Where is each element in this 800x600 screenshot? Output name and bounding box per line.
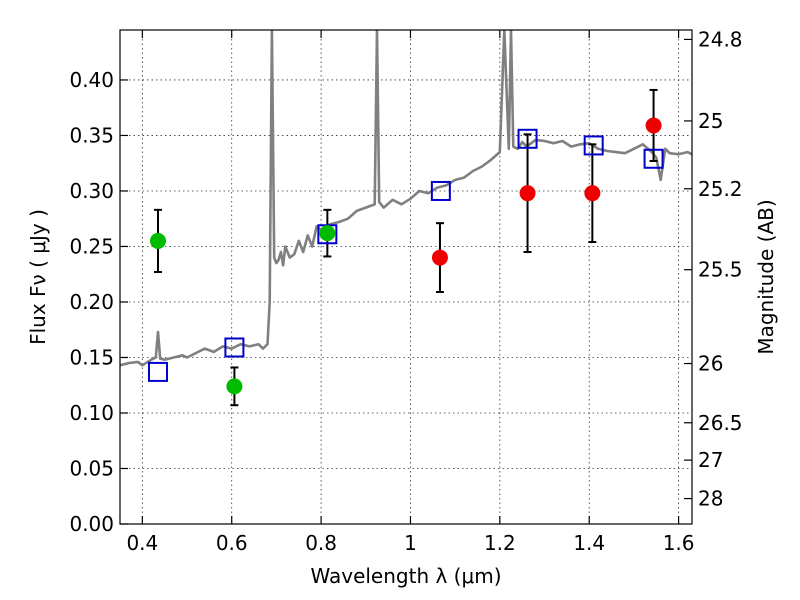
ticks-layer — [120, 30, 692, 525]
red-points-marker — [584, 185, 601, 202]
x-tick-label: 0.8 — [305, 531, 337, 555]
x-tick-label: 0.6 — [216, 531, 248, 555]
red-points-marker — [431, 249, 448, 266]
green-points-marker — [226, 378, 243, 395]
y-tick-label: 0.20 — [69, 290, 114, 314]
y-tick-label: 0.15 — [69, 345, 114, 369]
model-square — [224, 337, 245, 358]
green-points-marker — [149, 232, 166, 249]
y-tick-label: 0.30 — [69, 179, 114, 203]
red-points-marker — [519, 185, 536, 202]
mag-tick-label: 25.5 — [698, 258, 743, 282]
x-tick-label: 1 — [404, 531, 417, 555]
y-tick-label: 0.40 — [69, 68, 114, 92]
model-square — [517, 128, 538, 149]
red-points-marker — [645, 117, 662, 134]
mag-tick-label: 25.2 — [698, 177, 743, 201]
x-axis-label: Wavelength λ (μm) — [310, 564, 501, 588]
model-square — [583, 135, 604, 156]
grid-layer — [120, 30, 692, 524]
y-tick-label: 0.05 — [69, 456, 114, 480]
model-square — [643, 148, 664, 169]
mag-tick-label: 26.5 — [698, 411, 743, 435]
model-square — [147, 361, 168, 382]
points-layer — [147, 88, 664, 407]
mag-tick-label: 24.8 — [698, 27, 743, 51]
y-tick-label: 0.00 — [69, 512, 114, 536]
labels-layer: 0.4 0.6 0.8 1 1.2 1.4 1.6 0.00 0.05 0.10 0.15 0.20 0… — [69, 27, 742, 555]
y-axis-right-label: Magnitude (AB) — [754, 199, 778, 354]
x-tick-label: 1.2 — [484, 531, 516, 555]
green-points-marker — [319, 225, 336, 242]
y-axis-label: Flux Fν ( μJy ) — [26, 209, 50, 345]
mag-tick-label: 26 — [698, 352, 723, 376]
mag-tick-label: 27 — [698, 448, 723, 472]
y-tick-label: 0.10 — [69, 401, 114, 425]
x-tick-label: 1.6 — [663, 531, 695, 555]
y-tick-label: 0.35 — [69, 123, 114, 147]
mag-tick-label: 25 — [698, 109, 723, 133]
plot-frame — [119, 29, 693, 525]
x-tick-label: 1.4 — [573, 531, 605, 555]
mag-tick-label: 28 — [698, 487, 723, 511]
y-tick-label: 0.25 — [69, 234, 114, 258]
x-tick-label: 0.4 — [126, 531, 158, 555]
model-square — [430, 180, 451, 201]
